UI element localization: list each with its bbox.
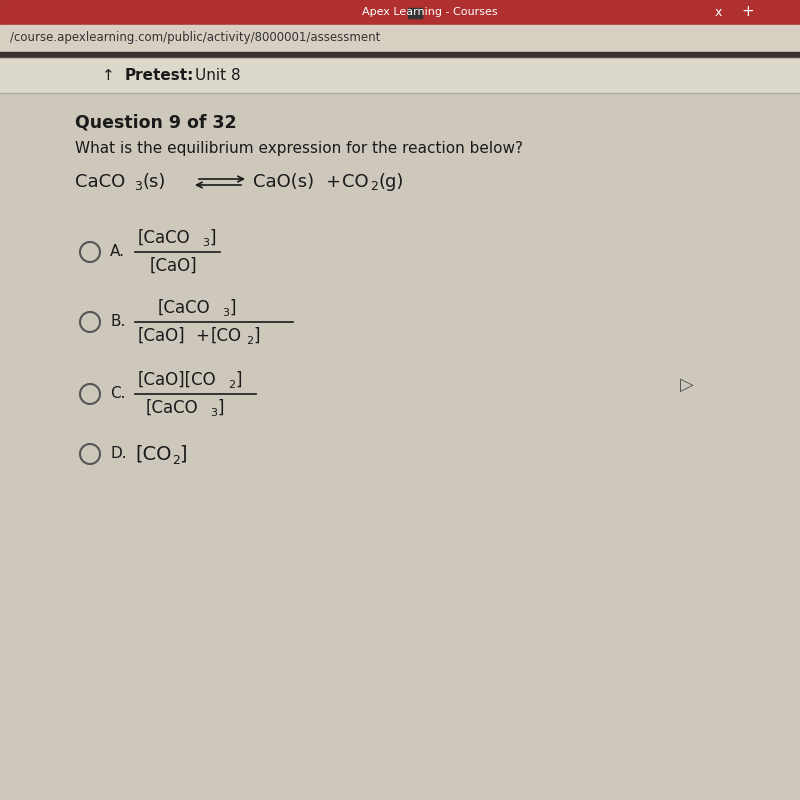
Text: 3: 3 bbox=[210, 408, 217, 418]
Bar bbox=[0, 52, 800, 58]
Text: [CO: [CO bbox=[211, 327, 242, 345]
Text: ▷: ▷ bbox=[680, 376, 694, 394]
Text: ]: ] bbox=[209, 229, 215, 247]
Bar bbox=[408, 8, 422, 18]
Text: [CaO]: [CaO] bbox=[150, 257, 198, 275]
Bar bbox=[0, 58, 800, 93]
Text: Apex Learning - Courses: Apex Learning - Courses bbox=[362, 7, 498, 17]
Text: A.: A. bbox=[110, 245, 125, 259]
Text: 2: 2 bbox=[370, 181, 378, 194]
Text: +: + bbox=[195, 327, 209, 345]
Text: [CaCO: [CaCO bbox=[146, 399, 198, 417]
Text: [CaCO: [CaCO bbox=[138, 229, 190, 247]
Text: /course.apexlearning.com/public/activity/8000001/assessment: /course.apexlearning.com/public/activity… bbox=[10, 31, 380, 45]
Text: [CaO][CO: [CaO][CO bbox=[138, 371, 217, 389]
Text: Pretest:: Pretest: bbox=[125, 69, 194, 83]
Text: ]: ] bbox=[217, 399, 223, 417]
Text: +: + bbox=[325, 173, 340, 191]
Text: (s): (s) bbox=[143, 173, 166, 191]
Bar bbox=[0, 0, 800, 25]
Text: ]: ] bbox=[235, 371, 242, 389]
Text: B.: B. bbox=[110, 314, 126, 330]
Text: ↑: ↑ bbox=[102, 69, 114, 83]
Text: CO: CO bbox=[342, 173, 369, 191]
Text: Unit 8: Unit 8 bbox=[195, 69, 241, 83]
Text: 2: 2 bbox=[246, 336, 253, 346]
Text: (g): (g) bbox=[378, 173, 403, 191]
Text: 3: 3 bbox=[222, 308, 229, 318]
Text: [CaCO: [CaCO bbox=[158, 299, 210, 317]
Text: [CaO]: [CaO] bbox=[138, 327, 186, 345]
Text: +: + bbox=[742, 5, 754, 19]
Text: ]: ] bbox=[179, 445, 186, 463]
Text: 3: 3 bbox=[202, 238, 209, 248]
Text: CaCO: CaCO bbox=[75, 173, 126, 191]
Text: [CO: [CO bbox=[135, 445, 171, 463]
Text: Question 9 of 32: Question 9 of 32 bbox=[75, 113, 237, 131]
Text: 2: 2 bbox=[228, 380, 235, 390]
Text: D.: D. bbox=[110, 446, 126, 462]
Text: ]: ] bbox=[253, 327, 259, 345]
Text: ]: ] bbox=[229, 299, 235, 317]
Text: 3: 3 bbox=[134, 181, 142, 194]
Text: CaO(s): CaO(s) bbox=[253, 173, 314, 191]
Text: 2: 2 bbox=[172, 454, 180, 466]
Text: What is the equilibrium expression for the reaction below?: What is the equilibrium expression for t… bbox=[75, 141, 523, 155]
Bar bbox=[0, 25, 800, 52]
Text: C.: C. bbox=[110, 386, 126, 402]
Text: x: x bbox=[714, 6, 722, 18]
